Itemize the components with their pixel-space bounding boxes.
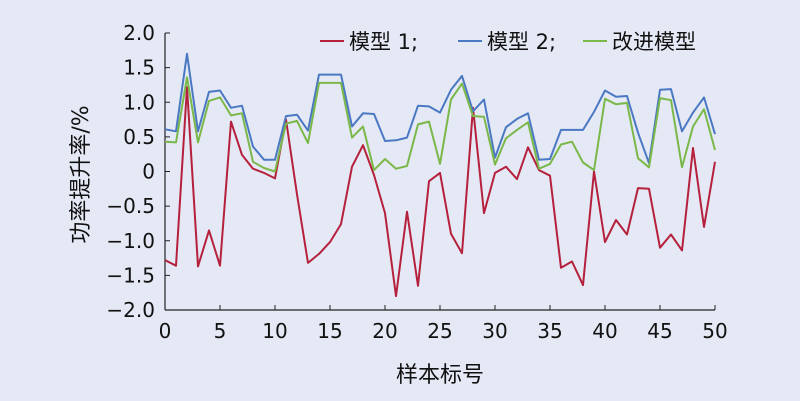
legend-label-model-2: 模型 2; bbox=[487, 30, 556, 54]
legend: 模型 1; 模型 2; 改进模型 bbox=[320, 30, 696, 54]
x-tick-label: 50 bbox=[702, 319, 727, 343]
x-tick-label: 0 bbox=[159, 319, 172, 343]
legend-label-model-1: 模型 1; bbox=[349, 30, 418, 54]
y-axis-label: 功率提升率/% bbox=[69, 105, 94, 243]
x-tick-label: 25 bbox=[427, 319, 452, 343]
x-tick-label: 30 bbox=[482, 319, 507, 343]
y-tick-label: −2.0 bbox=[106, 298, 155, 322]
y-tick-label: 0.5 bbox=[123, 125, 155, 149]
y-tick-label: 2.0 bbox=[123, 21, 155, 45]
x-tick-label: 45 bbox=[647, 319, 672, 343]
y-tick-label: 1.0 bbox=[123, 90, 155, 114]
x-axis-label: 样本标号 bbox=[396, 363, 484, 388]
x-tick-label: 10 bbox=[262, 319, 287, 343]
series-line-improved-model bbox=[164, 76, 716, 173]
x-tick-label: 40 bbox=[592, 319, 617, 343]
x-tick-label: 20 bbox=[372, 319, 397, 343]
y-tick-label: 0 bbox=[142, 160, 155, 184]
axes: 0 5 10 15 20 25 30 35 40 45 50 −2.0 −1.5 −1.0 −0.5 0 0.5… bbox=[106, 21, 727, 343]
y-tick-label: 1.5 bbox=[123, 56, 155, 80]
x-tick-label: 35 bbox=[537, 319, 562, 343]
series-lines bbox=[164, 52, 716, 298]
series-line-model-1 bbox=[164, 86, 716, 298]
legend-label-improved-model: 改进模型 bbox=[612, 30, 696, 54]
y-tick-label: −0.5 bbox=[106, 194, 155, 218]
series-line-model-2 bbox=[164, 52, 716, 165]
x-tick-label: 15 bbox=[317, 319, 342, 343]
y-tick-label: −1.5 bbox=[106, 263, 155, 287]
y-tick-label: −1.0 bbox=[106, 229, 155, 253]
x-tick-label: 5 bbox=[214, 319, 227, 343]
